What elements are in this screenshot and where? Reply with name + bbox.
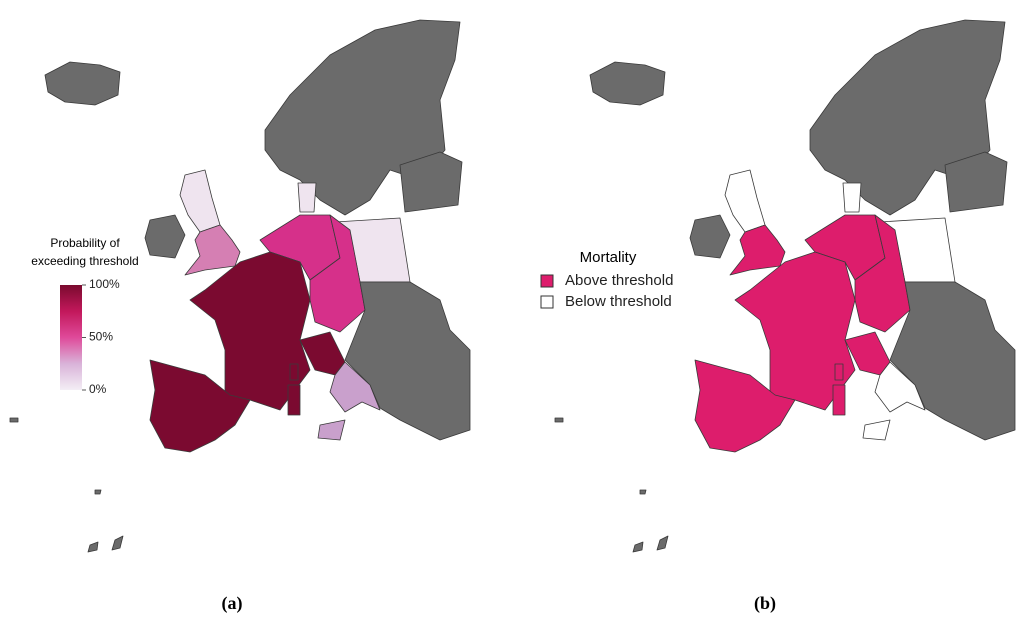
region [632, 541, 644, 553]
region [689, 214, 731, 259]
legend-tick-label: 0% [89, 382, 107, 396]
region [832, 384, 846, 416]
region [94, 489, 102, 495]
legend-label: Above threshold [565, 272, 673, 289]
legend-label: Below threshold [565, 293, 672, 310]
region [944, 151, 1008, 213]
legend-tick-label: 50% [89, 330, 113, 344]
region [329, 361, 381, 413]
region [729, 224, 786, 276]
region [289, 363, 299, 381]
region [694, 359, 796, 453]
region [144, 214, 186, 259]
region [287, 384, 301, 416]
legend-tick-label: 100% [89, 277, 120, 291]
region [834, 363, 844, 381]
region [179, 169, 221, 233]
region [639, 489, 647, 495]
map [9, 19, 471, 553]
legend-title: Probability of [50, 236, 120, 250]
legend-swatch [540, 274, 554, 288]
region [9, 417, 19, 423]
color-bar [60, 285, 82, 390]
region [184, 224, 241, 276]
legend-title: exceeding threshold [31, 254, 138, 268]
panel-label: (b) [754, 593, 776, 614]
region [889, 281, 1016, 441]
region [87, 541, 99, 553]
region [149, 359, 251, 453]
region [874, 361, 926, 413]
legend-title: Mortality [580, 249, 637, 266]
region [111, 535, 124, 551]
region [724, 169, 766, 233]
region [297, 182, 317, 213]
region [309, 214, 366, 333]
region [554, 417, 564, 423]
region [589, 61, 666, 106]
region [317, 419, 346, 441]
legend-swatch [540, 295, 554, 309]
region [344, 281, 471, 441]
panel-label: (a) [222, 593, 243, 614]
region [862, 419, 891, 441]
region [44, 61, 121, 106]
region [842, 182, 862, 213]
map [554, 19, 1016, 553]
region [399, 151, 463, 213]
region [656, 535, 669, 551]
region [854, 214, 911, 333]
